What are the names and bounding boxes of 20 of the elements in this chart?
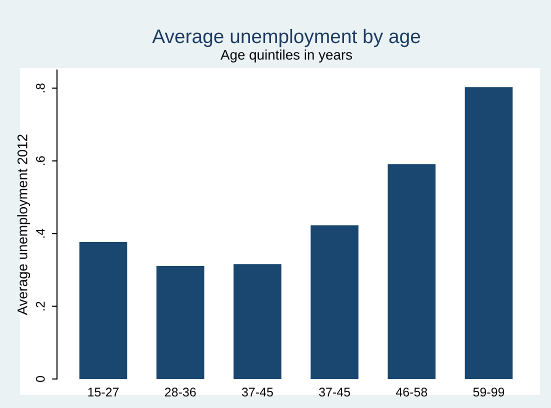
x-tick-label: 59-99 <box>473 388 504 397</box>
y-tick-label: .8 <box>36 84 45 92</box>
bar <box>79 242 128 379</box>
y-tick-label: .2 <box>36 302 45 310</box>
x-tick-label: 15-27 <box>88 388 119 397</box>
bar <box>310 225 358 379</box>
bar <box>388 164 436 379</box>
bar <box>156 266 204 379</box>
x-tick-label: 37-45 <box>242 388 273 397</box>
y-tick-label: .4 <box>36 228 45 238</box>
y-axis-title: Average unemployment 2012 <box>17 134 30 316</box>
bar <box>234 264 282 379</box>
x-tick-label: 37-45 <box>319 388 350 397</box>
chart-title: Average unemployment by age <box>152 28 420 48</box>
chart-subtitle: Age quintiles in years <box>220 50 352 62</box>
y-tick-label: .6 <box>36 156 45 165</box>
bar <box>464 87 513 379</box>
x-tick-label: 28-36 <box>165 388 196 397</box>
x-tick-label: 46-58 <box>396 388 428 397</box>
y-tick-label: 0 <box>36 376 45 382</box>
